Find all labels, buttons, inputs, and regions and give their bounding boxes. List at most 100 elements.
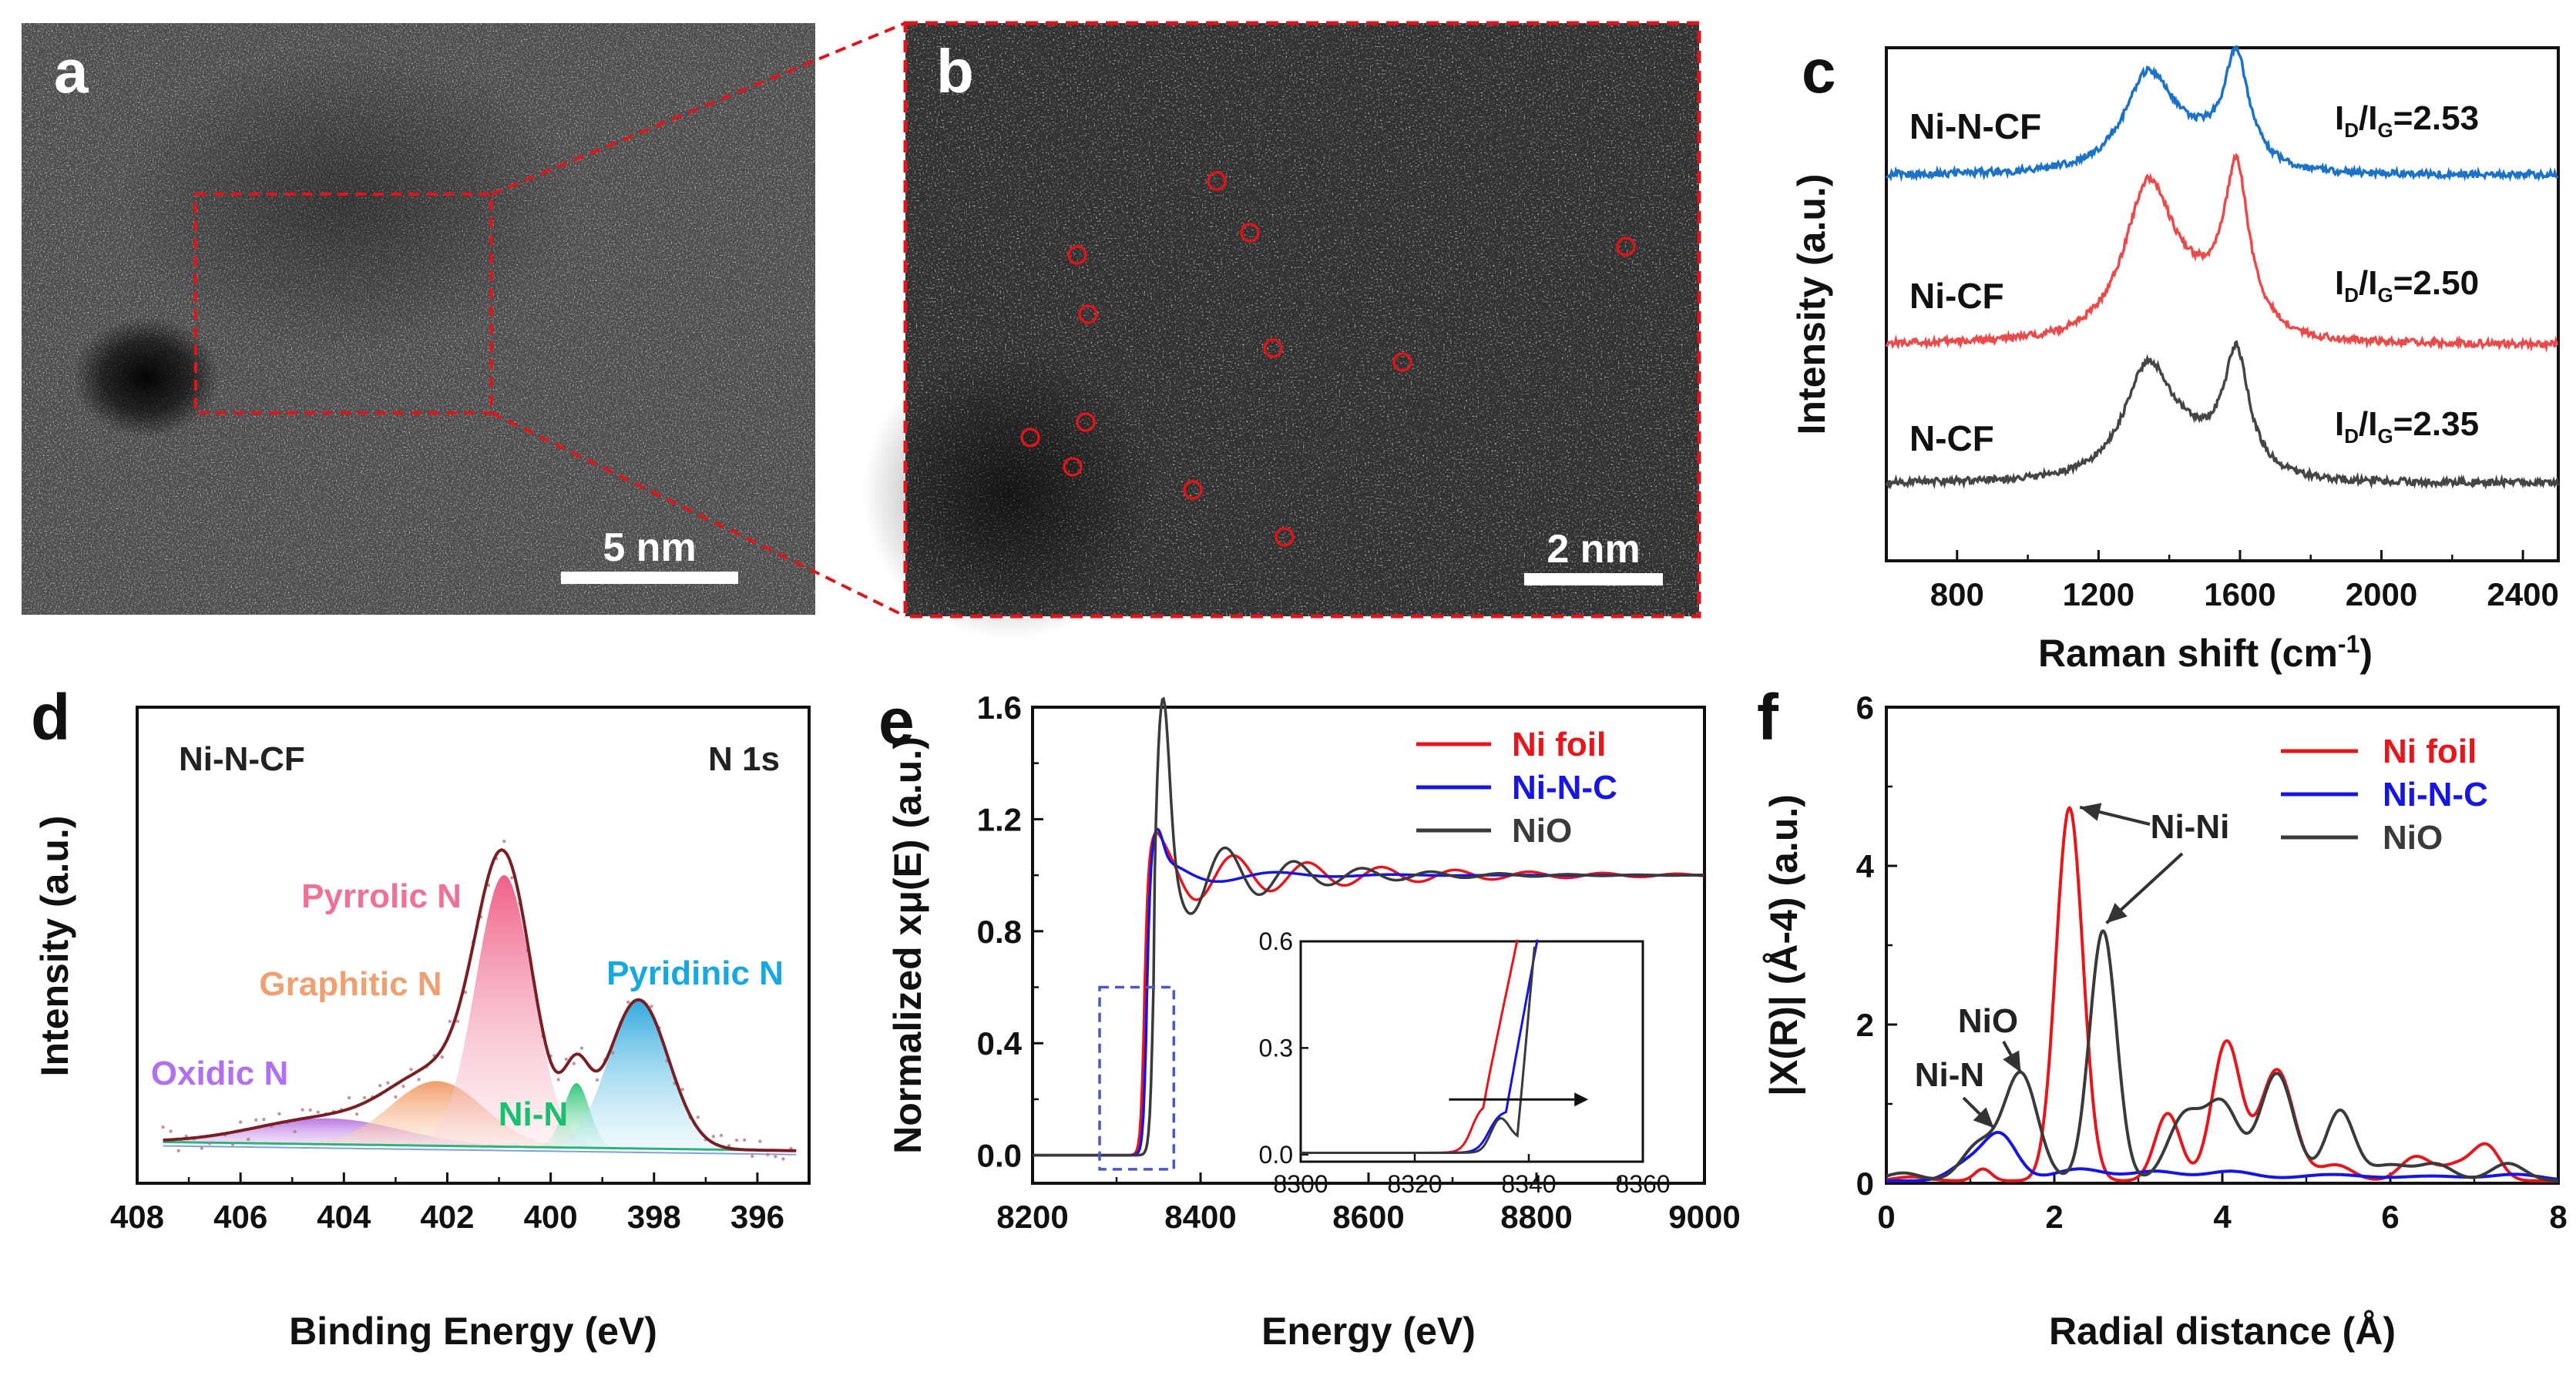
- peak-label-ni-n: Ni-N: [499, 1095, 568, 1133]
- raw-data-point: [409, 1068, 413, 1072]
- x-tick-label-c: 1600: [2204, 576, 2275, 612]
- scale-bar-a: [561, 572, 738, 584]
- raw-data-point: [579, 1046, 584, 1050]
- xanes-trace: [1033, 696, 1704, 1157]
- panel-f: f 0 2 4 6 8 0 2 4 6 Ni foil Ni-N-C NiO Ni-Ni NiO Ni-…: [1757, 681, 2568, 1353]
- peak-label-pyridinic-n: Pyridinic N: [606, 954, 784, 992]
- y-tick-label-f: 4: [1856, 848, 1875, 884]
- x-axis-c: 800 1200 1600 2000 2400: [1930, 550, 2559, 612]
- x-tick-label-f: 4: [2213, 1199, 2232, 1235]
- panel-letter-f: f: [1757, 681, 1779, 753]
- zoom-connector-top: [491, 22, 906, 196]
- inset-y-tick-label: 0.6: [1259, 927, 1293, 955]
- raw-data-point: [727, 1143, 731, 1148]
- single-atom-marker: [1263, 338, 1283, 358]
- x-tick-label-d: 402: [420, 1199, 474, 1235]
- raw-data-point: [448, 1019, 452, 1024]
- plot-frame-c: [1885, 46, 2560, 562]
- x-tick-label-d: 400: [524, 1199, 578, 1235]
- x-tick-label-d: 406: [213, 1199, 267, 1235]
- raw-data-point: [680, 1087, 684, 1092]
- raman-trace: [1885, 340, 2560, 490]
- arrow-ni-n-head: [1973, 1107, 1994, 1129]
- y-axis-label-d: Intensity (a.u.): [33, 816, 76, 1077]
- panel-letter-b: b: [936, 37, 974, 106]
- raw-data-point: [719, 1133, 724, 1138]
- single-atom-marker: [1067, 245, 1087, 265]
- zoom-frame-b: [903, 21, 1701, 619]
- peak-area-pyrrolic-n: [163, 874, 797, 1151]
- x-tick-label-f: 0: [1877, 1199, 1895, 1235]
- single-atom-marker: [1183, 480, 1203, 500]
- raw-data-point: [230, 1142, 235, 1146]
- x-axis-label-f: Radial distance (Å): [2049, 1310, 2396, 1353]
- panel-b: b 2 nm: [863, 21, 1701, 639]
- raw-data-point: [277, 1112, 281, 1115]
- panel-letter-c: c: [1802, 37, 1836, 106]
- x-tick-label-e: 8200: [996, 1199, 1068, 1235]
- legend-label-e: Ni foil: [1512, 726, 1606, 763]
- legend-e: Ni foil Ni-N-C NiO: [1416, 726, 1617, 850]
- legend-label-f: NiO: [2383, 819, 2443, 857]
- x-tick-label-e: 9000: [1668, 1199, 1740, 1235]
- raw-data-point: [781, 1157, 785, 1161]
- panel-c: c 800 1200 1600 2000 2400 Intensity (a.u.) R…: [1790, 37, 2560, 675]
- x-tick-label-d: 408: [110, 1199, 164, 1235]
- raw-data-point: [238, 1120, 243, 1124]
- y-tick-label-f: 2: [1856, 1007, 1874, 1043]
- y-tick-label-e: 0.8: [977, 914, 1022, 950]
- annotation-nio: NiO: [1958, 1002, 2018, 1040]
- legend-f: Ni foil Ni-N-C NiO: [2281, 733, 2488, 857]
- raw-data-point: [262, 1118, 266, 1122]
- panel-letter-a: a: [54, 37, 89, 106]
- envelope-fit-d: [163, 848, 797, 1152]
- exafs-trace: [1886, 806, 2558, 1182]
- raw-data-point: [595, 1078, 599, 1082]
- x-axis-label-e: Energy (eV): [1261, 1310, 1476, 1353]
- y-tick-label-e: 1.6: [977, 689, 1022, 726]
- x-axis-label-d: Binding Energy (eV): [289, 1310, 657, 1353]
- arrow-ni-ni-2-head: [2106, 902, 2128, 924]
- raw-data-point: [742, 1138, 747, 1142]
- raw-data-point: [394, 1095, 398, 1099]
- raw-data-point: [254, 1118, 258, 1122]
- panel-e: e 8200 8400 8600 8800 9000 0.0 0.4 0.8 1.2 1.6 83…: [878, 685, 1741, 1353]
- single-atom-marker: [1076, 412, 1096, 432]
- panel-d: d 408 406 404 402 400 398 396 Ni-N-CF N 1s Int…: [31, 681, 811, 1353]
- y-axis-label-f: |X(R)| (Å-4) (a.u.): [1762, 794, 1806, 1096]
- peak-label-oxidic-n: Oxidic N: [151, 1055, 289, 1092]
- raw-data-point: [696, 1115, 700, 1119]
- raw-data-point: [734, 1139, 739, 1142]
- raw-data-point: [308, 1108, 312, 1112]
- panel-a: a 5 nm: [22, 23, 815, 615]
- y-tick-label-e: 0.4: [977, 1025, 1023, 1062]
- raw-data-point: [401, 1085, 405, 1088]
- scale-bar-label-b: 2 nm: [1547, 527, 1640, 572]
- single-atom-marker: [1020, 428, 1040, 448]
- x-tick-label-e: 8800: [1500, 1199, 1572, 1235]
- raman-trace: [1885, 153, 2559, 353]
- raw-data-point: [510, 876, 514, 880]
- raw-data-point: [572, 1062, 576, 1065]
- edge-region-box: [1098, 985, 1176, 1171]
- raw-data-point: [378, 1083, 382, 1088]
- raw-data-point: [766, 1152, 770, 1157]
- inset-x-tick-label: 8340: [1501, 1170, 1556, 1198]
- x-tick-label-f: 6: [2381, 1199, 2399, 1235]
- inset-x-tick-label: 8320: [1387, 1170, 1442, 1198]
- x-tick-label-d: 398: [627, 1199, 681, 1235]
- x-tick-label-e: 8600: [1332, 1199, 1404, 1235]
- y-tick-label-e: 1.2: [977, 801, 1022, 837]
- series-label-c: N-CF: [1909, 418, 1994, 458]
- inset-x-tick-label: 8300: [1273, 1170, 1328, 1198]
- shift-arrow-head: [1574, 1092, 1589, 1107]
- ratio-label-c: ID/IG=2.35: [2335, 405, 2479, 448]
- single-atom-marker: [1240, 223, 1260, 243]
- raw-data-point: [440, 1055, 444, 1059]
- single-atom-marker: [1616, 236, 1636, 257]
- single-atom-marker: [1207, 171, 1227, 191]
- raw-data-point: [362, 1095, 367, 1100]
- y-tick-label-f: 0: [1856, 1166, 1874, 1202]
- raw-data-point: [650, 1005, 653, 1008]
